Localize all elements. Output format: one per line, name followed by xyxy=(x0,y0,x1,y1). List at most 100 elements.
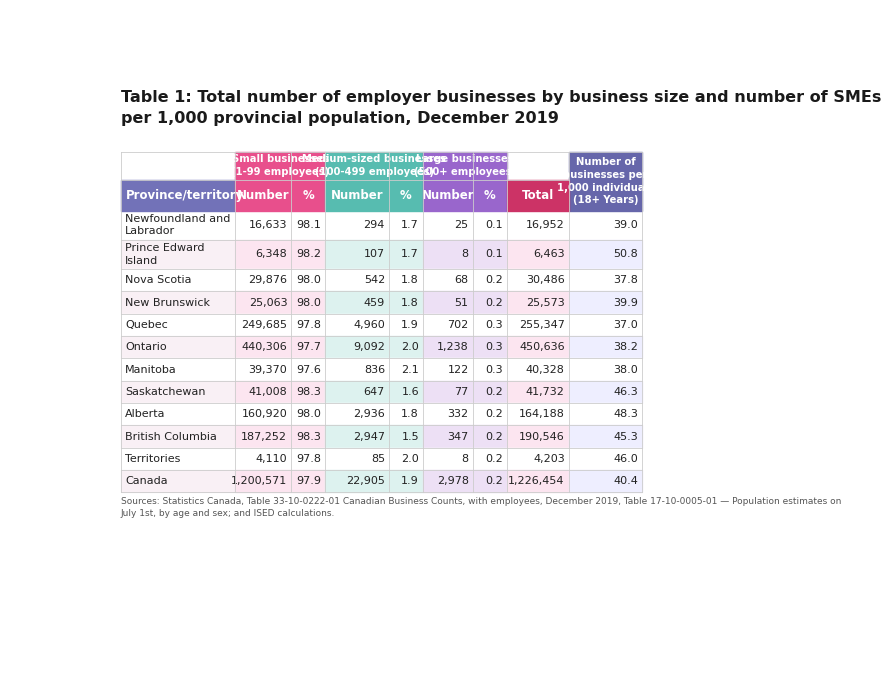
Bar xyxy=(507,470,568,492)
Bar xyxy=(325,240,423,269)
Bar xyxy=(120,448,642,470)
Text: 4,960: 4,960 xyxy=(353,320,385,330)
Bar xyxy=(507,292,568,313)
Bar xyxy=(120,380,642,403)
Text: 2.0: 2.0 xyxy=(401,342,419,352)
Text: 0.2: 0.2 xyxy=(485,476,503,486)
Text: 6,463: 6,463 xyxy=(533,249,565,260)
Text: 25,063: 25,063 xyxy=(249,298,287,307)
Text: 2.1: 2.1 xyxy=(401,365,419,374)
Text: 347: 347 xyxy=(447,432,469,441)
Text: 9,092: 9,092 xyxy=(353,342,385,352)
Bar xyxy=(423,470,507,492)
Bar xyxy=(507,426,568,448)
Text: 25,573: 25,573 xyxy=(526,298,565,307)
Text: %: % xyxy=(400,189,412,201)
Text: 46.3: 46.3 xyxy=(614,387,638,397)
Bar xyxy=(423,180,472,210)
Text: 1,200,571: 1,200,571 xyxy=(231,476,287,486)
Bar xyxy=(568,336,642,359)
Text: 8: 8 xyxy=(462,454,469,464)
Text: 98.3: 98.3 xyxy=(297,432,322,441)
Text: Large businesses
(500+ employees): Large businesses (500+ employees) xyxy=(413,154,516,178)
Text: Prince Edward
Island: Prince Edward Island xyxy=(126,243,205,266)
Text: British Columbia: British Columbia xyxy=(126,432,217,441)
Text: Number: Number xyxy=(331,189,383,201)
Text: 98.0: 98.0 xyxy=(297,298,322,307)
Text: Ontario: Ontario xyxy=(126,342,167,352)
Text: 85: 85 xyxy=(371,454,385,464)
Text: %: % xyxy=(302,189,315,201)
Text: 41,732: 41,732 xyxy=(526,387,565,397)
Text: Number: Number xyxy=(237,189,290,201)
Bar xyxy=(423,426,507,448)
Text: Sources: Statistics Canada, Table 33-10-0222-01 Canadian Business Counts, with e: Sources: Statistics Canada, Table 33-10-… xyxy=(120,497,841,518)
Text: Territories: Territories xyxy=(126,454,181,464)
Text: 30,486: 30,486 xyxy=(526,275,565,285)
Text: 40,328: 40,328 xyxy=(526,365,565,374)
Text: Total: Total xyxy=(521,189,553,201)
Text: New Brunswick: New Brunswick xyxy=(126,298,210,307)
Text: 164,188: 164,188 xyxy=(519,409,565,419)
Text: 1.9: 1.9 xyxy=(401,320,419,330)
Text: 1.8: 1.8 xyxy=(401,298,419,307)
Bar xyxy=(507,180,568,210)
Text: 459: 459 xyxy=(364,298,385,307)
Text: 160,920: 160,920 xyxy=(241,409,287,419)
Bar xyxy=(388,180,423,210)
Bar xyxy=(423,380,507,403)
Text: 1.7: 1.7 xyxy=(401,220,419,230)
Text: 1.5: 1.5 xyxy=(402,432,419,441)
Text: Province/territory: Province/territory xyxy=(127,189,244,201)
Text: 836: 836 xyxy=(364,365,385,374)
Bar xyxy=(568,240,642,269)
Bar xyxy=(568,292,642,313)
Bar xyxy=(235,180,291,210)
Text: 542: 542 xyxy=(364,275,385,285)
Text: 187,252: 187,252 xyxy=(241,432,287,441)
Text: 702: 702 xyxy=(447,320,469,330)
Text: 98.0: 98.0 xyxy=(297,409,322,419)
Text: 39.0: 39.0 xyxy=(614,220,638,230)
Text: 0.3: 0.3 xyxy=(485,365,503,374)
Bar xyxy=(235,240,325,269)
Text: 46.0: 46.0 xyxy=(614,454,638,464)
Bar xyxy=(325,180,388,210)
Text: Small businesses
(1-99 employees): Small businesses (1-99 employees) xyxy=(232,154,330,178)
Bar xyxy=(235,152,325,180)
Text: 45.3: 45.3 xyxy=(614,432,638,441)
Bar xyxy=(325,152,423,180)
Text: Newfoundland and
Labrador: Newfoundland and Labrador xyxy=(126,214,231,236)
Text: 97.9: 97.9 xyxy=(297,476,322,486)
Text: 97.7: 97.7 xyxy=(297,342,322,352)
Text: 1,238: 1,238 xyxy=(437,342,469,352)
Bar xyxy=(120,292,642,313)
Text: 0.2: 0.2 xyxy=(485,432,503,441)
Text: 50.8: 50.8 xyxy=(614,249,638,260)
Text: 98.3: 98.3 xyxy=(297,387,322,397)
Bar xyxy=(423,292,507,313)
Bar xyxy=(423,240,507,269)
Text: 40.4: 40.4 xyxy=(614,476,638,486)
Text: 0.2: 0.2 xyxy=(485,387,503,397)
Bar xyxy=(472,180,507,210)
Text: 98.0: 98.0 xyxy=(297,275,322,285)
Text: 2,936: 2,936 xyxy=(353,409,385,419)
Text: 190,546: 190,546 xyxy=(519,432,565,441)
Bar xyxy=(120,240,642,269)
Text: 38.2: 38.2 xyxy=(614,342,638,352)
Text: 0.3: 0.3 xyxy=(485,342,503,352)
Text: 1.7: 1.7 xyxy=(401,249,419,260)
Text: 8: 8 xyxy=(462,249,469,260)
Text: Table 1: Total number of employer businesses by business size and number of SMEs: Table 1: Total number of employer busine… xyxy=(120,89,881,126)
Text: 249,685: 249,685 xyxy=(241,320,287,330)
Text: 255,347: 255,347 xyxy=(519,320,565,330)
Text: 6,348: 6,348 xyxy=(256,249,287,260)
Text: Nova Scotia: Nova Scotia xyxy=(126,275,192,285)
Text: 98.1: 98.1 xyxy=(297,220,322,230)
Bar xyxy=(568,152,642,210)
Text: 122: 122 xyxy=(447,365,469,374)
Bar xyxy=(235,292,325,313)
Bar xyxy=(120,210,642,240)
Text: 440,306: 440,306 xyxy=(241,342,287,352)
